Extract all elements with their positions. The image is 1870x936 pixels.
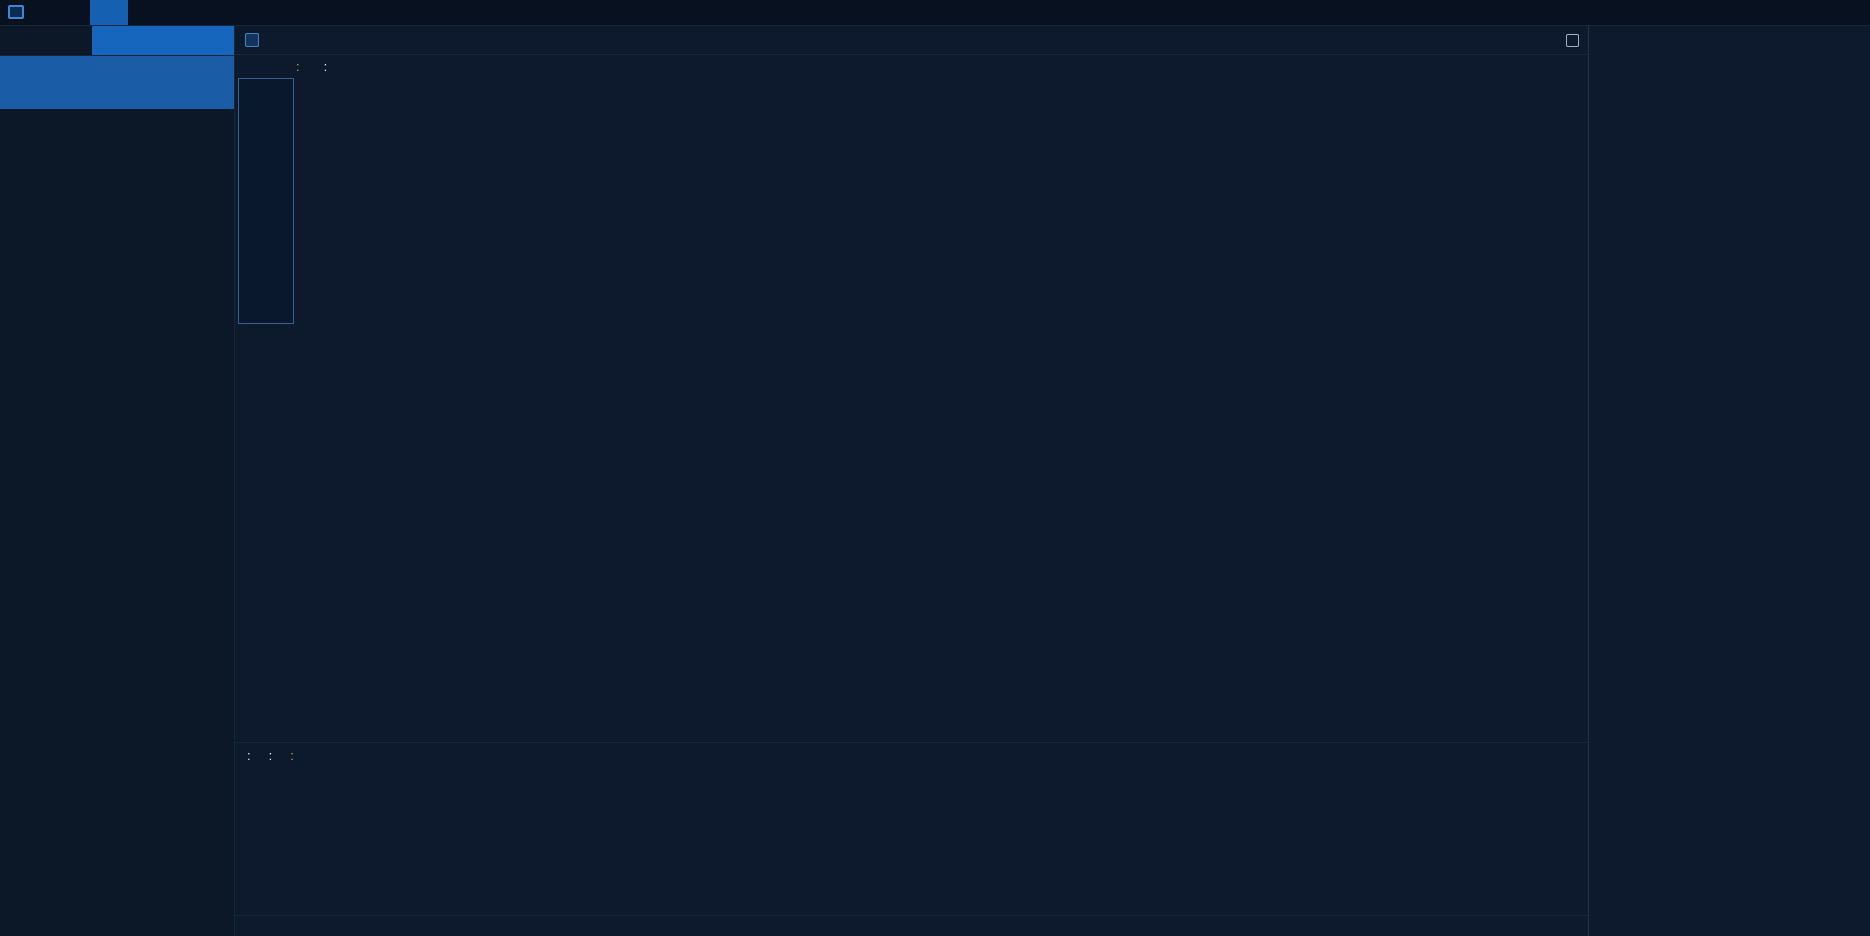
macd-header: : : : [235,742,1588,768]
quote-header [1589,26,1870,34]
sidebar-tabs [0,26,234,56]
chart-layout-icon[interactable] [245,33,259,47]
sidebar-tab-csi-commodity[interactable] [92,26,234,55]
quote-panel [1588,26,1870,936]
time-axis [235,915,1588,936]
quote-stats [1589,42,1870,46]
panel-toggle-icon[interactable] [1566,33,1579,47]
instrument-item-ccicfpi[interactable] [0,109,234,162]
quote-price-row [1589,34,1870,42]
sidebar-tab-watchlist[interactable] [0,26,92,55]
window-tab-home[interactable] [34,0,62,25]
chart-toolbar [235,26,1588,55]
macd-chart[interactable] [235,768,1588,915]
price-chart[interactable] [235,78,1588,742]
dea-readout: : [290,748,294,763]
chart-panel: : : : : : [235,26,1588,936]
window-tab-quotes[interactable] [90,0,128,25]
sidebar [0,26,235,936]
avg-price-readout: : [296,59,300,74]
instrument-item-ccicfi[interactable] [0,56,234,109]
last-price-readout: : [323,59,328,74]
macd-chart-svg [235,768,535,918]
chart-infobar: : : [235,55,1588,78]
titlebar [0,0,1870,26]
crosshair-tooltip [238,78,294,324]
macd-readout: : [247,748,251,763]
dif-readout: : [268,748,273,763]
app-logo-icon[interactable] [8,5,24,19]
tick-list[interactable] [1589,202,1870,936]
window-tab-csi-index[interactable] [62,0,90,25]
